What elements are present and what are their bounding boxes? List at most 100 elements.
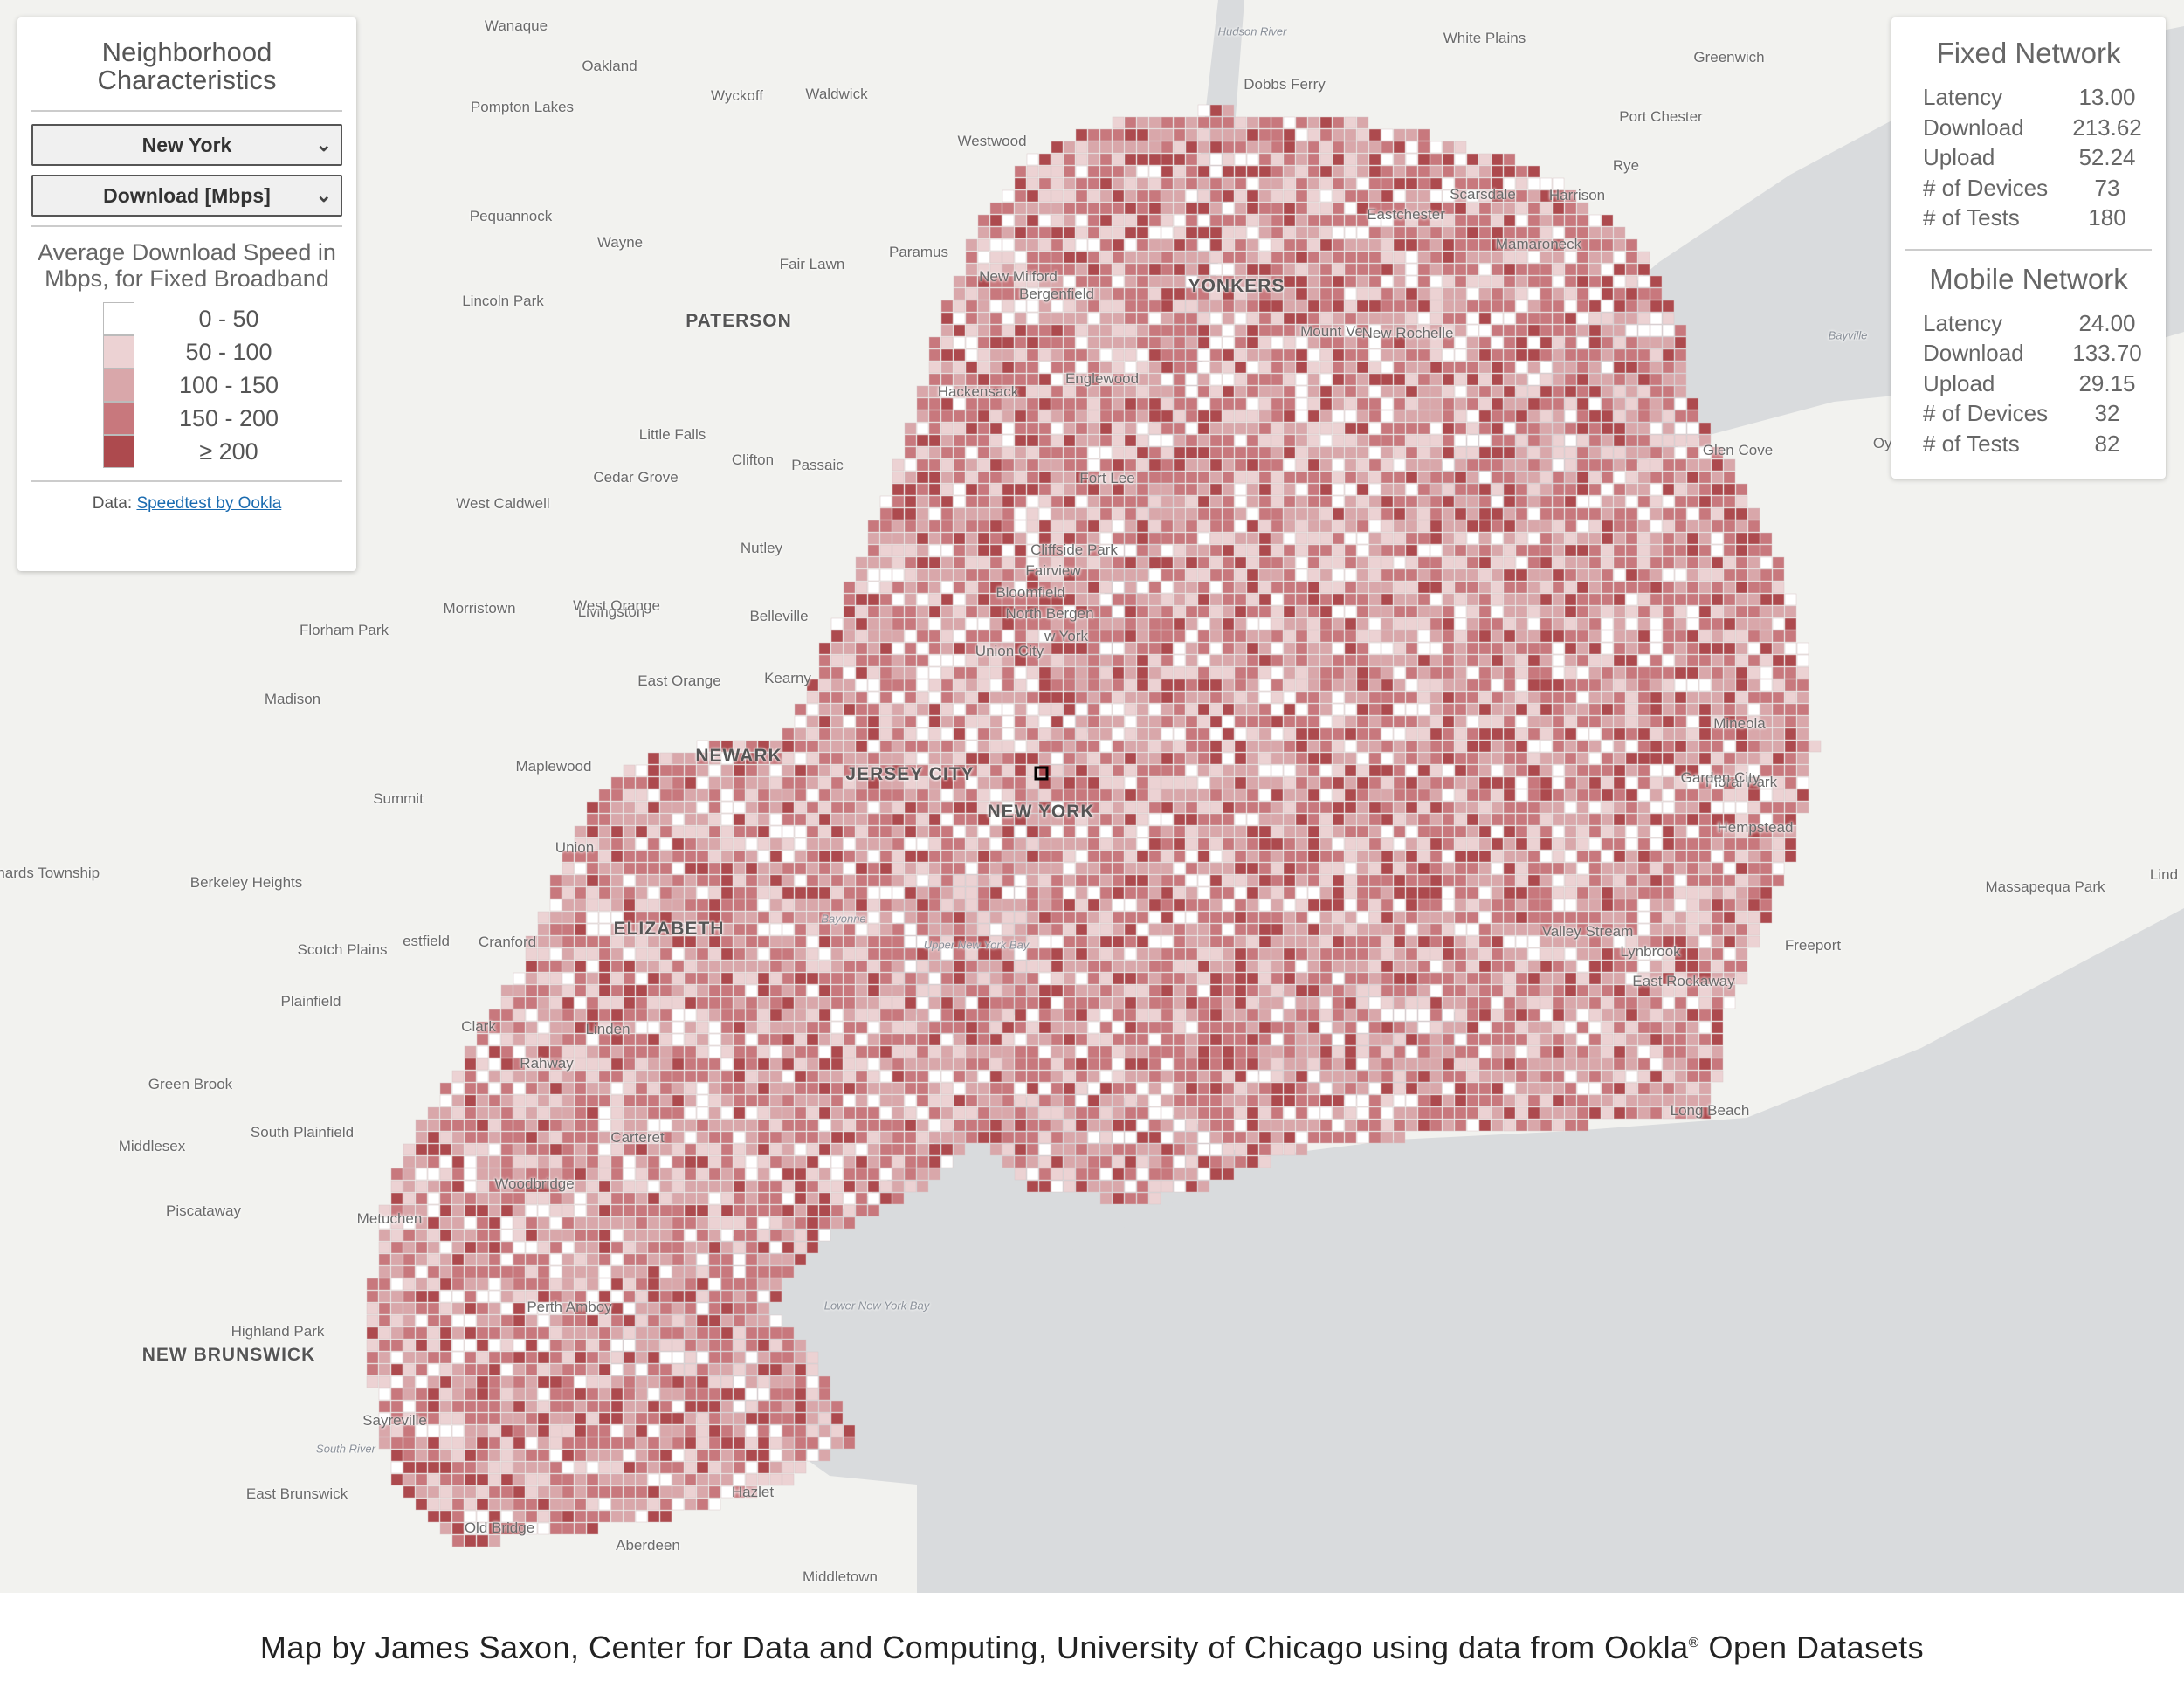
speed-grid-cell	[1613, 642, 1626, 655]
speed-grid-cell	[1319, 923, 1333, 936]
speed-grid-cell	[1197, 801, 1210, 814]
speed-grid-cell	[977, 715, 990, 728]
speed-grid-cell	[1368, 813, 1381, 826]
speed-grid-cell	[1002, 312, 1015, 325]
speed-grid-cell	[1454, 691, 1467, 704]
speed-grid-cell	[1038, 642, 1051, 655]
speed-grid-cell	[1552, 752, 1565, 765]
speed-grid-cell	[940, 825, 954, 838]
speed-grid-cell	[1002, 727, 1015, 741]
speed-grid-cell	[1319, 764, 1333, 777]
speed-grid-cell	[1381, 911, 1394, 924]
speed-grid-cell	[916, 458, 929, 472]
speed-grid-cell	[1332, 238, 1345, 252]
speed-grid-cell	[1173, 226, 1186, 239]
speed-grid-cell	[1209, 385, 1223, 398]
speed-grid-cell	[1772, 801, 1785, 814]
speed-grid-cell	[1344, 874, 1357, 887]
speed-grid-cell	[1405, 238, 1418, 252]
speed-grid-cell	[635, 850, 648, 863]
speed-grid-cell	[1466, 520, 1479, 533]
speed-grid-cell	[818, 703, 831, 716]
speed-grid-cell	[806, 691, 819, 704]
speed-grid-cell	[1491, 923, 1504, 936]
speed-grid-cell	[1038, 177, 1051, 190]
speed-grid-cell	[1136, 263, 1149, 276]
speed-grid-cell	[1417, 226, 1430, 239]
speed-grid-cell	[1161, 422, 1174, 435]
speed-grid-cell	[1613, 312, 1626, 325]
speed-grid-cell	[1613, 617, 1626, 630]
speed-grid-cell	[1356, 764, 1369, 777]
speed-grid-cell	[1491, 165, 1504, 178]
speed-grid-cell	[1124, 630, 1137, 643]
speed-grid-cell	[1026, 214, 1039, 227]
speed-grid-cell	[782, 825, 795, 838]
speed-grid-cell	[1002, 679, 1015, 692]
speed-grid-cell	[904, 850, 917, 863]
speed-grid-cell	[989, 605, 1002, 618]
speed-grid-cell	[794, 789, 807, 802]
speed-grid-cell	[1711, 520, 1724, 533]
speed-grid-cell	[1601, 776, 1614, 789]
speed-grid-cell	[1381, 703, 1394, 716]
speed-grid-cell	[1344, 923, 1357, 936]
speed-grid-cell	[1295, 275, 1308, 288]
speed-grid-cell	[1772, 630, 1785, 643]
speed-grid-cell	[940, 642, 954, 655]
speed-grid-cell	[1442, 532, 1455, 545]
speed-grid-cell	[586, 813, 599, 826]
speed-grid-cell	[1173, 935, 1186, 948]
speed-grid-cell	[1087, 679, 1100, 692]
speed-grid-cell	[892, 495, 905, 508]
speed-grid-cell	[1222, 483, 1235, 496]
speed-grid-cell	[818, 837, 831, 851]
speed-grid-cell	[1014, 740, 1027, 753]
map-canvas[interactable]: Wanaque Oakland Hudson River White Plains Gr…	[0, 0, 2184, 1593]
speed-grid-cell	[830, 935, 844, 948]
speed-grid-cell	[1515, 679, 1528, 692]
speed-grid-cell	[1723, 666, 1736, 679]
speed-grid-cell	[965, 581, 978, 594]
speed-grid-cell	[1515, 715, 1528, 728]
speed-grid-cell	[1417, 471, 1430, 484]
speed-grid-cell	[1527, 177, 1540, 190]
speed-grid-cell	[1087, 458, 1100, 472]
speed-grid-cell	[623, 813, 636, 826]
speed-grid-cell	[1026, 691, 1039, 704]
speed-grid-cell	[1222, 801, 1235, 814]
speed-grid-cell	[1173, 300, 1186, 313]
speed-grid-cell	[1197, 397, 1210, 410]
speed-grid-cell	[1014, 874, 1027, 887]
speed-grid-cell	[806, 801, 819, 814]
speed-grid-cell	[1271, 189, 1284, 203]
speed-grid-cell	[1381, 287, 1394, 300]
speed-grid-cell	[794, 850, 807, 863]
speed-grid-cell	[1038, 581, 1051, 594]
speed-grid-cell	[1454, 789, 1467, 802]
speed-grid-cell	[1087, 752, 1100, 765]
speed-grid-cell	[1613, 483, 1626, 496]
speed-grid-cell	[1063, 862, 1076, 875]
speed-grid-cell	[989, 507, 1002, 520]
speed-grid-cell	[1099, 361, 1113, 374]
speed-grid-cell	[1503, 397, 1516, 410]
speed-grid-cell	[1356, 630, 1369, 643]
speed-grid-cell	[1112, 703, 1125, 716]
speed-grid-cell	[1295, 715, 1308, 728]
speed-grid-cell	[1601, 263, 1614, 276]
speed-grid-cell	[1527, 581, 1540, 594]
speed-grid-cell	[1381, 141, 1394, 154]
speed-grid-cell	[1564, 776, 1577, 789]
speed-grid-cell	[843, 874, 856, 887]
speed-grid-cell	[1442, 361, 1455, 374]
speed-grid-cell	[1209, 300, 1223, 313]
speed-grid-cell	[1307, 165, 1320, 178]
speed-grid-cell	[1063, 483, 1076, 496]
speed-grid-cell	[1283, 568, 1296, 582]
speed-grid-cell	[1051, 593, 1064, 606]
speed-grid-cell	[1503, 202, 1516, 215]
speed-grid-cell	[1136, 642, 1149, 655]
speed-grid-cell	[806, 740, 819, 753]
speed-grid-cell	[1796, 801, 1809, 814]
